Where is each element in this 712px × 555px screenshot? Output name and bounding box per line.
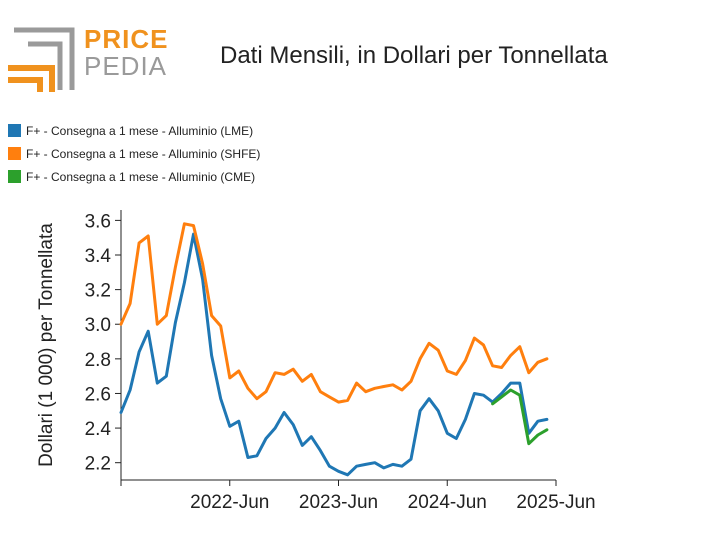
legend-item-lme[interactable]: F+ - Consegna a 1 mese - Alluminio (LME): [8, 119, 260, 142]
chart-title: Dati Mensili, in Dollari per Tonnellata: [220, 42, 608, 69]
y-tick-label: 2.8: [85, 350, 111, 371]
x-tick-label: 2025-Jun: [516, 492, 595, 513]
legend-swatch-cme: [8, 170, 21, 183]
legend-label-cme: F+ - Consegna a 1 mese - Alluminio (CME): [26, 169, 256, 184]
y-tick-label: 3.6: [85, 211, 111, 232]
y-tick-label: 3.0: [85, 315, 111, 336]
logo-word-price: PRICE: [84, 24, 169, 54]
series-lines: [119, 222, 549, 477]
y-tick-label: 3.4: [85, 246, 112, 267]
x-tick-label: 2023-Jun: [299, 492, 378, 513]
series-line-cme: [491, 388, 549, 446]
axes: 2.2 2.4 2.6 2.8 3.0 3.2 3.4 3.6 2022-Jun 2023-Jun…: [85, 210, 596, 513]
legend-item-cme[interactable]: F+ - Consegna a 1 mese - Alluminio (CME): [8, 165, 260, 188]
x-tick-label: 2022-Jun: [190, 492, 269, 513]
y-tick-label: 2.6: [85, 384, 111, 405]
chart-legend: F+ - Consegna a 1 mese - Alluminio (LME)…: [8, 119, 260, 188]
legend-swatch-lme: [8, 124, 21, 137]
legend-label-shfe: F+ - Consegna a 1 mese - Alluminio (SHFE…: [26, 146, 261, 161]
series-line-lme: [119, 232, 549, 477]
y-tick-label: 2.2: [85, 454, 111, 475]
logo-word-pedia: PEDIA: [84, 51, 168, 81]
legend-label-lme: F+ - Consegna a 1 mese - Alluminio (LME): [26, 123, 254, 138]
logo-mark-icon: [8, 27, 75, 92]
x-tick-label: 2024-Jun: [408, 492, 487, 513]
legend-swatch-shfe: [8, 147, 21, 160]
series-line-shfe: [119, 222, 549, 404]
legend-item-shfe[interactable]: F+ - Consegna a 1 mese - Alluminio (SHFE…: [8, 142, 260, 165]
y-tick-label: 2.4: [85, 419, 112, 440]
pricepedia-logo: PRICE PEDIA: [6, 24, 169, 96]
y-axis-title: Dollari (1 000) per Tonnellata: [36, 223, 57, 467]
y-tick-label: 3.2: [85, 281, 111, 302]
